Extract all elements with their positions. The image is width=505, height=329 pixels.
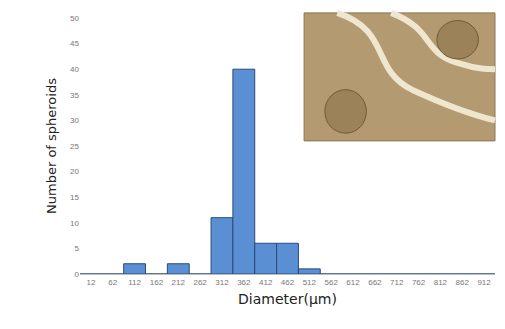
svg-text:612: 612 [346, 278, 360, 287]
svg-text:462: 462 [281, 278, 295, 287]
svg-text:712: 712 [390, 278, 404, 287]
svg-text:862: 862 [456, 278, 470, 287]
svg-text:262: 262 [193, 278, 207, 287]
svg-text:62: 62 [108, 278, 117, 287]
svg-text:912: 912 [477, 278, 491, 287]
svg-text:312: 312 [215, 278, 229, 287]
svg-text:10: 10 [70, 219, 79, 228]
svg-text:Number of spheroids: Number of spheroids [44, 78, 59, 214]
svg-text:12: 12 [86, 278, 95, 287]
svg-text:512: 512 [303, 278, 317, 287]
svg-text:562: 562 [325, 278, 339, 287]
svg-text:0: 0 [75, 270, 80, 279]
svg-text:362: 362 [237, 278, 251, 287]
svg-text:5: 5 [75, 244, 80, 253]
svg-text:45: 45 [70, 39, 79, 48]
svg-text:20: 20 [70, 167, 79, 176]
svg-text:15: 15 [70, 193, 79, 202]
svg-text:Diameter(μm): Diameter(μm) [238, 291, 337, 307]
svg-text:50: 50 [70, 14, 79, 23]
svg-text:212: 212 [172, 278, 186, 287]
svg-text:662: 662 [368, 278, 382, 287]
svg-text:162: 162 [150, 278, 164, 287]
svg-text:412: 412 [259, 278, 273, 287]
svg-text:25: 25 [70, 142, 79, 151]
svg-text:762: 762 [412, 278, 426, 287]
svg-text:112: 112 [128, 278, 141, 287]
svg-text:35: 35 [70, 91, 79, 100]
svg-text:30: 30 [70, 116, 79, 125]
svg-text:812: 812 [434, 278, 448, 287]
svg-text:40: 40 [70, 65, 79, 74]
